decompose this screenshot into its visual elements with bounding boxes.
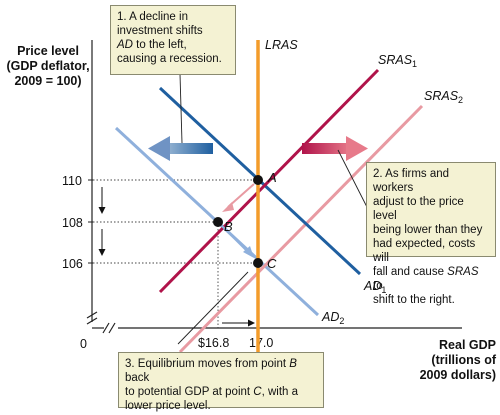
note-2-line2: adjust to the price level — [373, 196, 464, 222]
y-axis-title-line2: (GDP deflator, — [6, 59, 90, 73]
ad1-label-main: AD — [363, 279, 381, 293]
guide-lines — [93, 179, 258, 328]
move-b-to-c-arrow — [221, 225, 254, 258]
y-tick-108: 108 — [62, 216, 83, 230]
note-3-line2-b: , with a — [261, 386, 299, 398]
note2-leader — [337, 149, 372, 216]
note-3-point-c: C — [253, 386, 262, 398]
note-1: 1. A decline in investment shifts AD to … — [110, 5, 236, 75]
point-a — [253, 175, 263, 185]
lras-label: LRAS — [265, 38, 298, 52]
y-axis-title-line3: 2009 = 100) — [14, 74, 82, 88]
x-axis-title-line3: 2009 dollars) — [419, 368, 496, 382]
y-tick-marks — [88, 179, 93, 264]
note-2-line6: shift to the right. — [373, 294, 455, 306]
ad2-label-sub: 2 — [339, 316, 344, 326]
note-2-line1: 2. As firms and workers — [373, 168, 450, 194]
note-3-line2-a: to potential GDP at point — [125, 386, 254, 398]
note-3-point-b: B — [289, 358, 297, 370]
note-2: 2. As firms and workers adjust to the pr… — [366, 162, 496, 306]
x-axis-title-line1: Real GDP — [439, 338, 496, 352]
point-b-label: B — [224, 219, 233, 234]
note-3-line1-a: 3. Equilibrium moves from point — [125, 358, 290, 370]
point-a-label: A — [267, 170, 277, 185]
ad1-label-sub: 1 — [381, 285, 386, 295]
ad2-label-main: AD — [321, 310, 339, 324]
note-2-line5: fall and cause SRAS to — [373, 265, 489, 293]
note-1-line1: 1. A decline in — [117, 11, 188, 23]
sras2-curve — [178, 104, 424, 354]
point-b — [213, 217, 223, 227]
sras1-label-sub: 1 — [412, 59, 417, 69]
ad-shift-left-arrow — [148, 136, 213, 161]
note-1-line4: causing a recession. — [117, 53, 222, 65]
y-tick-110: 110 — [62, 174, 82, 188]
sras-shift-right-arrow — [302, 136, 368, 161]
note-2-sras: SRAS — [447, 266, 479, 278]
note-2-line4: had expected, costs will — [373, 238, 476, 264]
x-tick-16-8: $16.8 — [198, 336, 229, 350]
point-c — [253, 258, 263, 268]
sras1-label-main: SRAS — [378, 53, 413, 67]
note-1-ad: AD — [117, 39, 133, 51]
note-2-line5-a: fall and cause — [373, 266, 448, 278]
note-3: 3. Equilibrium moves from point B back t… — [118, 352, 324, 412]
note-2-line3: being lower than they — [373, 224, 483, 236]
point-c-label: C — [267, 256, 277, 271]
note-1-line3: AD to the left, — [117, 38, 229, 52]
note-1-line2: investment shifts — [117, 25, 203, 37]
note-3-line2: to potential GDP at point C, with a — [125, 385, 317, 399]
note1-leader — [179, 73, 183, 144]
note3-leader — [177, 271, 249, 345]
x-axis-title-line2: (trillions of — [431, 353, 496, 367]
note-3-line3: lower price level. — [125, 400, 211, 412]
y-axis-title: Price level (GDP deflator, 2009 = 100) — [4, 44, 92, 89]
ad2-label: AD2 — [321, 310, 344, 326]
x-tick-17-0: 17.0 — [249, 336, 273, 350]
y-tick-106: 106 — [62, 257, 83, 271]
sras1-curve — [158, 68, 380, 294]
move-a-to-b-arrow — [222, 183, 255, 212]
sras1-label: SRAS1 — [378, 53, 417, 69]
note-2-line5-b: to — [373, 280, 383, 292]
y-axis-title-line1: Price level — [17, 44, 79, 58]
note-3-line1-b: back — [125, 372, 150, 384]
note-1-line3-rest: to the left, — [132, 39, 187, 51]
axis-break-icon — [86, 311, 116, 334]
sras2-label-sub: 2 — [458, 95, 463, 105]
sras2-label-main: SRAS — [424, 89, 459, 103]
note-3-line1: 3. Equilibrium moves from point B back — [125, 357, 317, 385]
ad1-label: AD1 — [363, 279, 386, 295]
x-axis-title: Real GDP (trillions of 2009 dollars) — [398, 338, 496, 383]
sras2-label: SRAS2 — [424, 89, 463, 105]
origin-label: 0 — [80, 337, 87, 351]
